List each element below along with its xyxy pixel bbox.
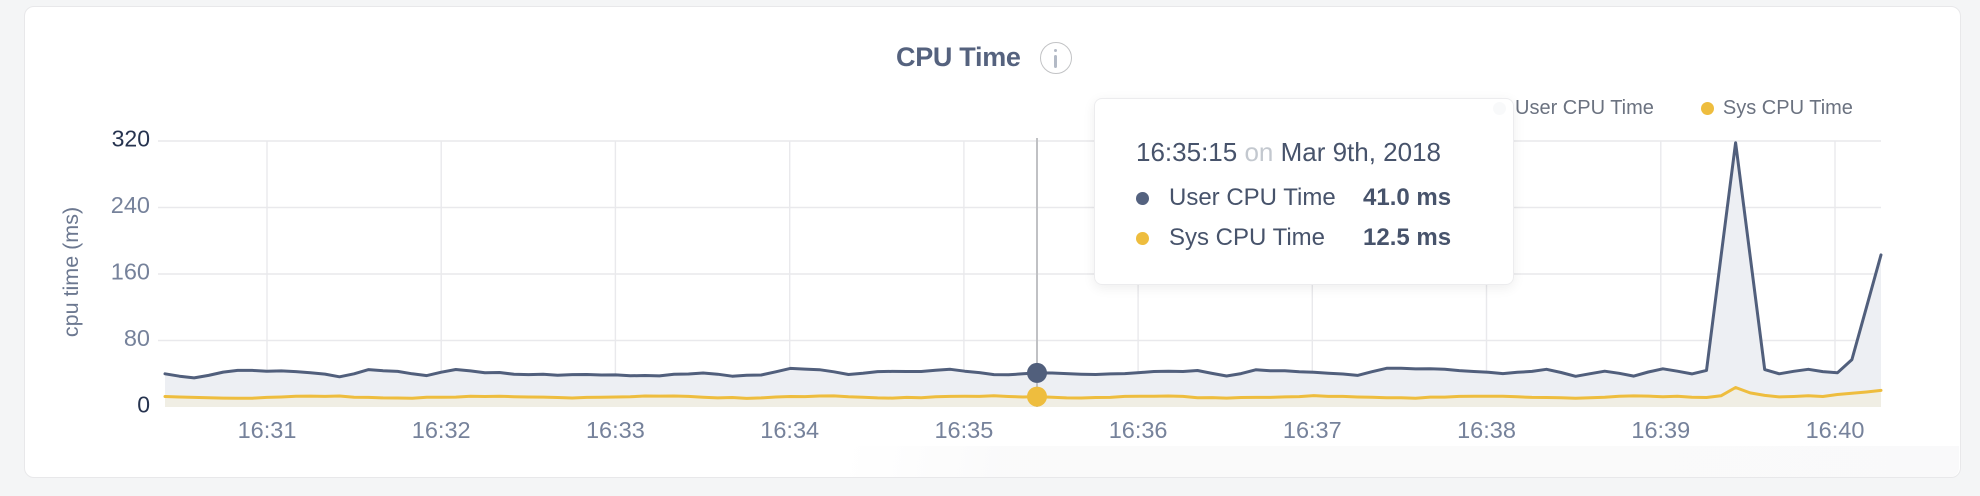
svg-text:16:38: 16:38 <box>1457 417 1516 443</box>
svg-text:240: 240 <box>111 192 150 218</box>
svg-text:16:34: 16:34 <box>760 417 819 443</box>
svg-text:16:40: 16:40 <box>1806 417 1865 443</box>
svg-text:80: 80 <box>124 325 150 351</box>
svg-text:cpu time (ms): cpu time (ms) <box>59 207 83 337</box>
svg-text:320: 320 <box>112 126 150 152</box>
svg-text:16:33: 16:33 <box>586 417 645 443</box>
svg-text:16:36: 16:36 <box>1109 417 1168 443</box>
svg-text:16:32: 16:32 <box>412 417 471 443</box>
svg-text:160: 160 <box>111 259 150 285</box>
svg-text:0: 0 <box>137 392 150 418</box>
svg-text:16:35: 16:35 <box>934 417 993 443</box>
svg-text:16:37: 16:37 <box>1283 417 1342 443</box>
svg-text:16:39: 16:39 <box>1631 417 1690 443</box>
svg-text:16:31: 16:31 <box>238 417 297 443</box>
